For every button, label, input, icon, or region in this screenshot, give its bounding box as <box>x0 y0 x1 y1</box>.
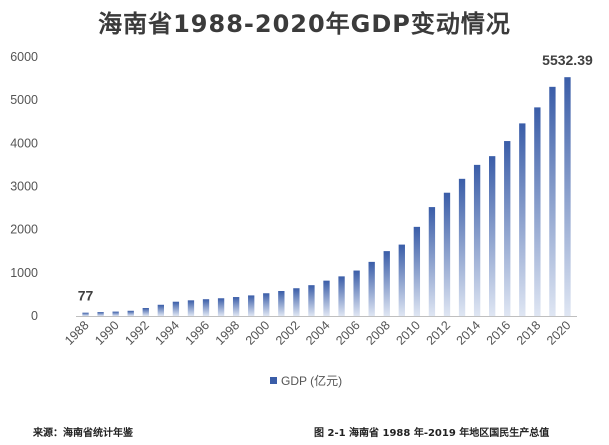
y-tick-label: 6000 <box>10 50 38 64</box>
y-tick-label: 5000 <box>10 93 38 107</box>
bar <box>519 123 526 316</box>
bar <box>293 288 300 316</box>
bar <box>308 285 315 316</box>
y-tick-label: 1000 <box>10 266 38 280</box>
x-tick-label: 2018 <box>514 318 544 348</box>
x-tick-label: 1996 <box>183 318 213 348</box>
bar <box>353 270 360 316</box>
bar <box>112 311 119 316</box>
bar <box>443 192 451 316</box>
bar <box>263 293 270 316</box>
y-tick-label: 2000 <box>10 223 38 237</box>
bar <box>202 299 210 316</box>
x-tick-label: 2020 <box>544 318 574 348</box>
x-tick-label: 1994 <box>152 318 182 348</box>
bar <box>82 312 89 316</box>
bar <box>398 244 405 316</box>
bar <box>413 226 421 316</box>
bar <box>534 107 541 316</box>
bar <box>504 141 511 316</box>
bar <box>428 207 436 316</box>
bar <box>127 310 134 316</box>
x-tick-label: 2000 <box>243 318 273 348</box>
bar <box>458 178 466 316</box>
legend-label: GDP (亿元) <box>281 374 343 388</box>
x-tick-label: 1988 <box>62 318 92 348</box>
y-tick-label: 0 <box>31 309 38 323</box>
bar <box>338 276 345 316</box>
x-tick-label: 1998 <box>213 318 243 348</box>
x-tick-label: 1992 <box>122 318 152 348</box>
bar <box>97 312 104 316</box>
x-tick-label: 2006 <box>333 318 363 348</box>
y-tick-label: 3000 <box>10 180 38 194</box>
x-tick-label: 2002 <box>273 318 303 348</box>
bar <box>187 300 195 316</box>
x-tick-label: 2016 <box>484 318 514 348</box>
bar <box>142 308 149 316</box>
x-axis: 1988 1990 1992 1994 1996 1998 2000 2002 2004 2006… <box>62 318 574 348</box>
bar <box>172 301 180 316</box>
legend-swatch <box>270 377 277 384</box>
bar <box>278 291 285 316</box>
x-tick-label: 2008 <box>363 318 393 348</box>
figure-caption: 图 2-1 海南省 1988 年-2019 年地区国民生产总值 <box>314 428 550 439</box>
bar <box>323 280 330 316</box>
data-labels: 77 5532.39 <box>78 52 593 303</box>
y-tick-label: 4000 <box>10 136 38 150</box>
x-tick-label: 1990 <box>92 318 122 348</box>
bar <box>549 86 556 316</box>
bar <box>232 297 240 316</box>
data-label: 5532.39 <box>542 52 593 68</box>
bar <box>368 261 375 316</box>
bar <box>489 156 496 316</box>
source-note: 来源：海南省统计年鉴 <box>33 428 133 439</box>
bar <box>564 77 571 316</box>
chart-title: 海南省1988-2020年GDP变动情况 <box>98 10 511 38</box>
x-tick-label: 2012 <box>424 318 454 348</box>
bar <box>217 298 225 316</box>
bars <box>82 77 571 316</box>
y-axis: 0 1000 2000 3000 4000 5000 6000 <box>10 50 38 323</box>
bar <box>248 295 255 316</box>
bar <box>473 164 481 316</box>
legend: GDP (亿元) <box>270 372 342 389</box>
x-tick-label: 2014 <box>454 318 484 348</box>
data-label: 77 <box>78 288 94 304</box>
x-tick-label: 2004 <box>303 318 333 348</box>
x-tick-label: 2010 <box>393 318 423 348</box>
bar <box>383 251 390 316</box>
bar <box>157 304 164 316</box>
